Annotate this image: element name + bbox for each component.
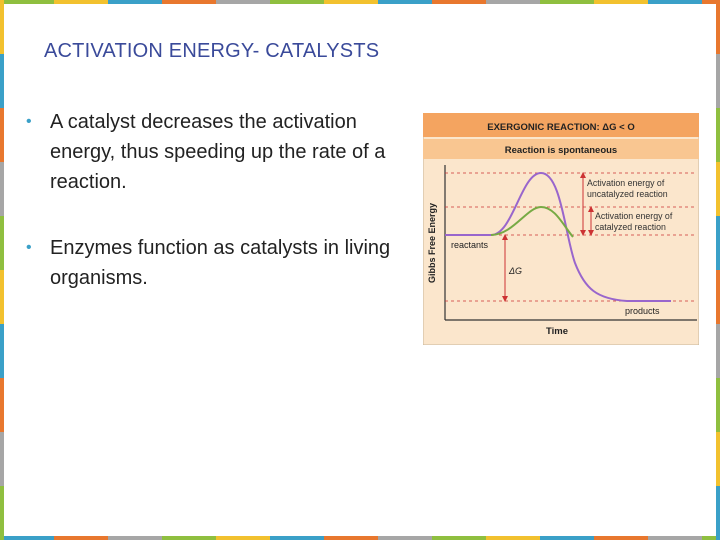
energy-diagram-svg: EXERGONIC REACTION: ΔG < O Reaction is s… bbox=[422, 112, 700, 346]
frame-stripe bbox=[162, 536, 216, 540]
y-axis-label: Gibbs Free Energy bbox=[427, 203, 437, 283]
frame-stripe bbox=[108, 536, 162, 540]
bullet-text: Enzymes function as catalysts in living … bbox=[50, 237, 391, 289]
frame-stripe bbox=[0, 108, 4, 162]
frame-stripe bbox=[0, 324, 4, 378]
frame-stripe bbox=[0, 378, 4, 432]
catalyzed-curve bbox=[490, 205, 574, 238]
bullet-item: • A catalyst decreases the activation en… bbox=[26, 107, 406, 197]
frame-stripe bbox=[108, 0, 162, 4]
frame-stripe bbox=[594, 536, 648, 540]
frame-stripe bbox=[486, 536, 540, 540]
frame-stripe bbox=[324, 536, 378, 540]
frame-stripe bbox=[54, 536, 108, 540]
slide-title: ACTIVATION ENERGY- CATALYSTS bbox=[44, 40, 380, 62]
frame-stripe bbox=[716, 108, 720, 162]
frame-stripe bbox=[716, 216, 720, 270]
frame-stripe bbox=[716, 270, 720, 324]
figure-subheader-bar bbox=[423, 139, 699, 159]
frame-stripe bbox=[0, 486, 4, 540]
x-axis-label: Time bbox=[546, 326, 568, 337]
frame-stripe bbox=[270, 0, 324, 4]
bullet-marker-icon: • bbox=[26, 113, 32, 130]
figure-header-bar bbox=[423, 113, 699, 137]
frame-stripe bbox=[716, 0, 720, 54]
frame-stripe bbox=[216, 536, 270, 540]
frame-stripe bbox=[0, 0, 4, 54]
uncatalyzed-curve bbox=[445, 171, 671, 302]
frame-stripe bbox=[486, 0, 540, 4]
frame-stripe bbox=[270, 536, 324, 540]
figure-header: EXERGONIC REACTION: ΔG < O bbox=[487, 122, 635, 133]
frame-stripe bbox=[716, 378, 720, 432]
bullet-marker-icon: • bbox=[26, 239, 32, 256]
frame-stripe bbox=[378, 0, 432, 4]
frame-stripe bbox=[716, 54, 720, 108]
uncatalyzed-label-line-1: Activation energy of bbox=[587, 178, 665, 188]
frame-stripe bbox=[0, 54, 4, 108]
frame-stripe bbox=[594, 0, 648, 4]
catalyzed-label-line-1: Activation energy of bbox=[595, 211, 673, 221]
frame-stripe bbox=[0, 216, 4, 270]
frame-stripe bbox=[0, 0, 54, 4]
delta-g-label: ΔG bbox=[508, 266, 522, 276]
frame-stripe bbox=[378, 536, 432, 540]
frame-stripe bbox=[54, 0, 108, 4]
frame-stripe bbox=[216, 0, 270, 4]
frame-stripe bbox=[540, 0, 594, 4]
figure-subheader: Reaction is spontaneous bbox=[505, 145, 617, 156]
frame-stripe bbox=[162, 0, 216, 4]
reactants-label: reactants bbox=[451, 240, 489, 250]
frame-stripe bbox=[0, 162, 4, 216]
bullet-text: A catalyst decreases the activation ener… bbox=[50, 111, 386, 193]
uncatalyzed-label-line-2: uncatalyzed reaction bbox=[587, 189, 668, 199]
frame-stripe bbox=[432, 536, 486, 540]
frame-stripe bbox=[716, 432, 720, 486]
frame-stripe bbox=[324, 0, 378, 4]
bullet-item: • Enzymes function as catalysts in livin… bbox=[26, 233, 406, 293]
frame-stripe bbox=[0, 432, 4, 486]
frame-stripe bbox=[716, 162, 720, 216]
bullet-list: • A catalyst decreases the activation en… bbox=[26, 107, 406, 329]
frame-stripe bbox=[716, 324, 720, 378]
catalyzed-label-line-2: catalyzed reaction bbox=[595, 222, 666, 232]
frame-stripe bbox=[432, 0, 486, 4]
frame-stripe bbox=[0, 270, 4, 324]
frame-stripe bbox=[648, 536, 702, 540]
frame-stripe bbox=[648, 0, 702, 4]
products-label: products bbox=[625, 306, 660, 316]
frame-stripe bbox=[702, 536, 720, 540]
frame-stripe bbox=[0, 536, 54, 540]
frame-stripe bbox=[716, 486, 720, 540]
frame-stripe bbox=[702, 0, 720, 4]
energy-diagram: EXERGONIC REACTION: ΔG < O Reaction is s… bbox=[422, 112, 700, 346]
frame-stripe bbox=[540, 536, 594, 540]
